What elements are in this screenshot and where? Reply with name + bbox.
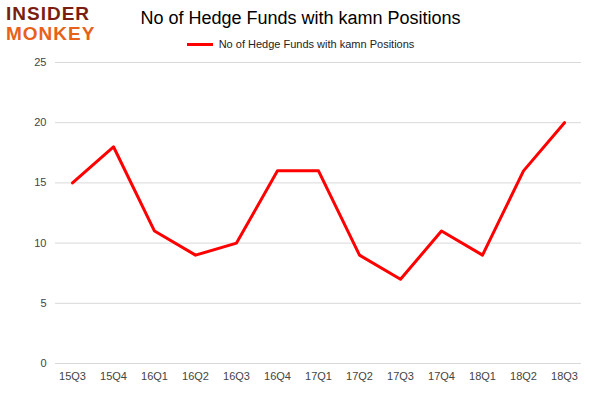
svg-text:15: 15: [34, 176, 46, 188]
svg-text:17Q4: 17Q4: [428, 370, 455, 382]
svg-text:15Q3: 15Q3: [59, 370, 86, 382]
svg-text:25: 25: [34, 56, 46, 68]
svg-text:18Q2: 18Q2: [510, 370, 537, 382]
html-text:No of Hedge Funds with kamn Po: No of Hedge Funds with kamn Positions: [140, 8, 461, 28]
svg-text:17Q1: 17Q1: [305, 370, 332, 382]
svg-text:16Q3: 16Q3: [223, 370, 250, 382]
svg-text:20: 20: [34, 116, 46, 128]
svg-text:18Q3: 18Q3: [551, 370, 578, 382]
svg-text:0: 0: [40, 357, 46, 369]
svg-text:10: 10: [34, 237, 46, 249]
html-text:No of Hedge Funds with kamn Po: No of Hedge Funds with kamn Positions: [218, 38, 415, 50]
svg-text:16Q1: 16Q1: [141, 370, 168, 382]
html-text:MONKEY: MONKEY: [6, 23, 96, 44]
svg-text:17Q2: 17Q2: [346, 370, 373, 382]
svg-text:15Q4: 15Q4: [100, 370, 127, 382]
svg-text:16Q2: 16Q2: [182, 370, 209, 382]
svg-text:18Q1: 18Q1: [469, 370, 496, 382]
svg-text:5: 5: [40, 297, 46, 309]
svg-text:16Q4: 16Q4: [264, 370, 291, 382]
html-text:INSIDER: INSIDER: [6, 3, 91, 24]
svg-text:17Q3: 17Q3: [387, 370, 414, 382]
